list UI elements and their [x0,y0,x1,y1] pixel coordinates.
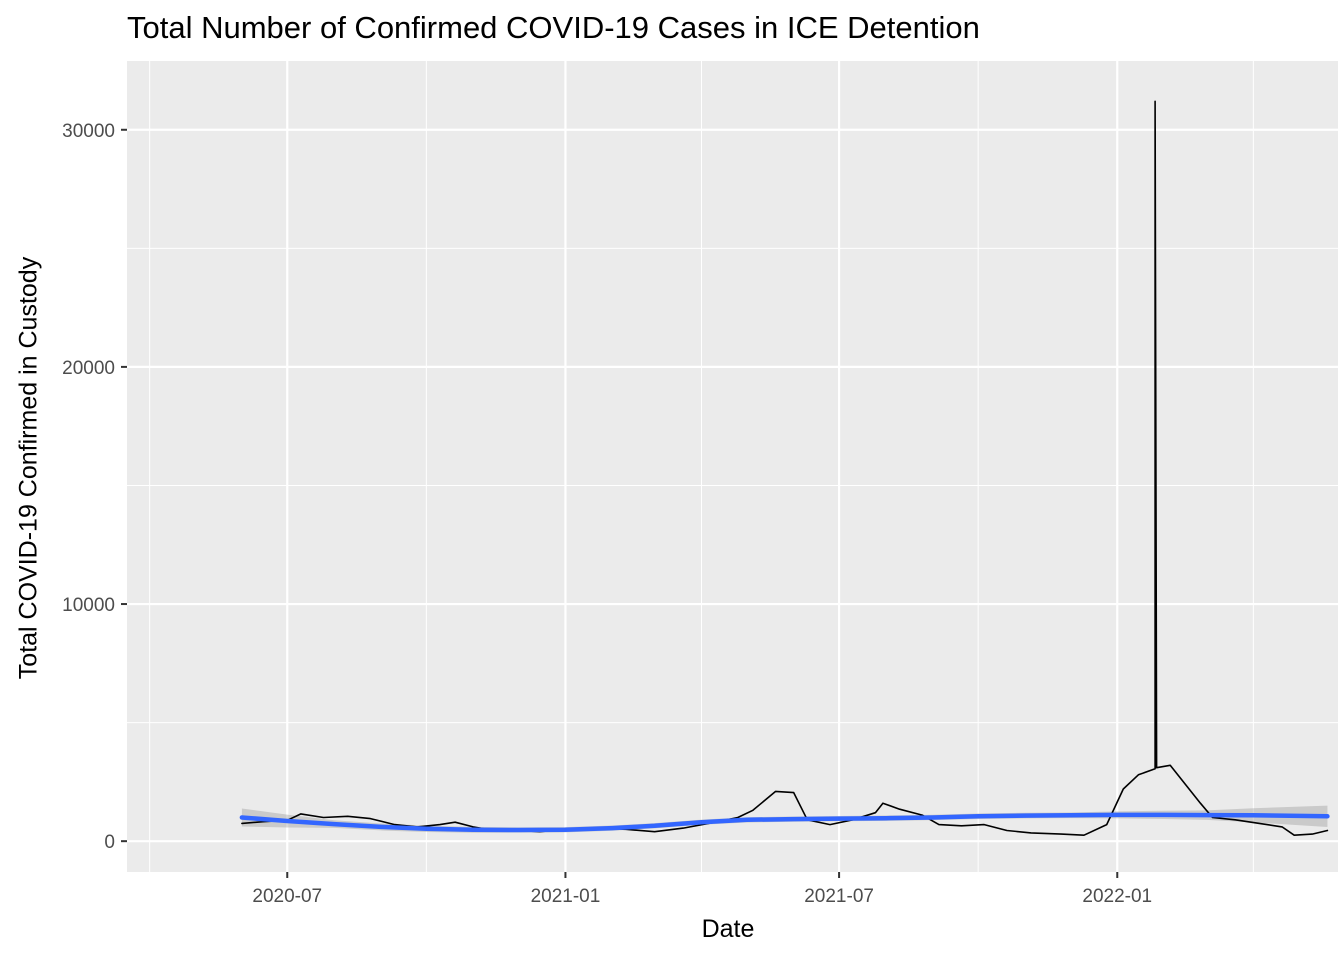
y-tick-label: 30000 [62,121,115,142]
x-tick-label: 2022-01 [1082,886,1152,907]
y-tick-label: 0 [104,832,115,853]
x-tick-label: 2021-01 [531,886,601,907]
x-axis: 2020-07 2021-01 2021-07 2022-01 [252,872,1152,907]
series-layer [239,100,1330,837]
x-tick-label: 2020-07 [252,886,322,907]
smoothed-trend-line [239,812,1330,833]
x-axis-title: Date [701,915,755,943]
y-tick-label: 20000 [62,358,115,379]
chart-title: Total Number of Confirmed COVID-19 Cases… [127,10,980,45]
y-tick-label: 10000 [62,595,115,616]
x-tick-label: 2021-07 [804,886,874,907]
plot-panel [127,61,1338,872]
y-axis: 0 10000 20000 30000 [62,121,127,853]
grid [127,61,1338,872]
